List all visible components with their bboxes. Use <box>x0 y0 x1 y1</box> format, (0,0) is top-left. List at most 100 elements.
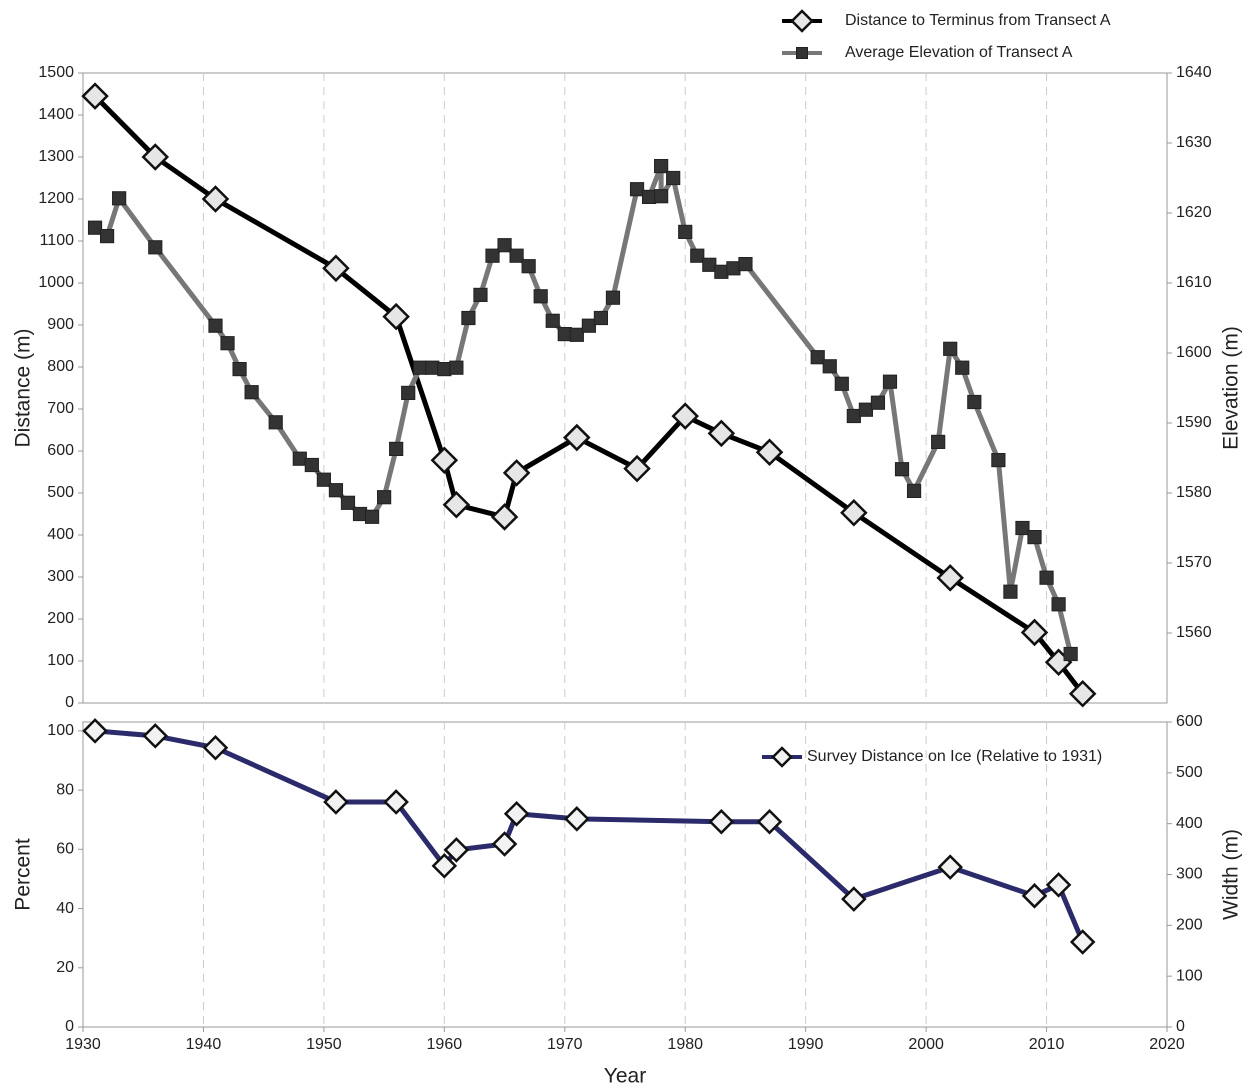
marker <box>208 318 223 333</box>
marker <box>557 327 572 342</box>
marker <box>201 185 230 213</box>
x-tick-label: 2020 <box>1149 1036 1185 1053</box>
legend-marker <box>771 746 793 768</box>
marker <box>858 402 873 417</box>
marker <box>437 362 452 377</box>
x-tick-label: 1970 <box>547 1036 583 1053</box>
marker <box>521 259 536 274</box>
y-tick-label: 300 <box>47 568 74 585</box>
marker <box>142 723 169 749</box>
marker <box>322 254 350 283</box>
y-tick-label: 200 <box>47 610 74 627</box>
marker <box>605 290 621 305</box>
y-tick-label: 900 <box>47 316 74 333</box>
y2-axis-title: Elevation (m) <box>1220 326 1243 450</box>
y-tick-label: 20 <box>56 959 74 976</box>
marker <box>654 159 669 174</box>
marker <box>202 734 229 761</box>
marker <box>352 506 368 522</box>
plot-frame <box>82 72 1168 704</box>
marker <box>304 457 319 473</box>
marker <box>569 327 584 342</box>
marker <box>755 438 784 467</box>
marker <box>323 789 349 815</box>
marker <box>112 191 127 206</box>
marker <box>707 419 736 448</box>
marker <box>244 385 259 400</box>
x-axis-title: Year <box>604 1065 646 1088</box>
y2-tick-label: 1610 <box>1176 274 1212 291</box>
marker <box>593 310 609 326</box>
y-tick-label: 700 <box>47 400 74 417</box>
marker <box>545 313 560 328</box>
y-tick-label: 100 <box>47 652 74 669</box>
marker <box>738 257 753 272</box>
y-tick-label: 80 <box>56 781 74 798</box>
marker <box>442 490 471 519</box>
marker <box>425 360 440 375</box>
marker <box>461 310 476 326</box>
marker <box>1045 872 1072 898</box>
marker <box>936 564 964 592</box>
x-tick-label: 1980 <box>667 1036 703 1053</box>
marker <box>82 718 108 744</box>
marker <box>473 287 488 302</box>
marker <box>431 853 458 879</box>
marker <box>906 483 922 498</box>
marker <box>443 837 470 863</box>
y2-tick-label: 400 <box>1176 815 1203 832</box>
marker <box>509 248 524 263</box>
marker <box>756 809 783 835</box>
y-tick-label: 40 <box>56 900 74 917</box>
marker <box>1020 618 1049 647</box>
line <box>93 94 1085 696</box>
marker <box>340 495 356 510</box>
marker <box>690 248 705 263</box>
y2-tick-label: 1640 <box>1176 64 1212 81</box>
marker <box>726 261 741 276</box>
x-tick-label: 2010 <box>1029 1036 1065 1053</box>
marker <box>87 220 103 235</box>
marker <box>708 809 735 835</box>
marker <box>943 341 958 356</box>
marker <box>581 318 596 333</box>
marker <box>268 415 283 430</box>
marker <box>497 238 512 253</box>
y2-axis-title: Width (m) <box>1220 829 1243 920</box>
marker <box>533 289 548 304</box>
marker <box>1051 597 1066 612</box>
y-tick-label: 500 <box>47 484 74 501</box>
marker <box>955 360 970 375</box>
marker <box>810 350 825 365</box>
marker <box>328 483 344 498</box>
y2-tick-label: 1560 <box>1176 624 1212 641</box>
marker <box>1015 520 1030 536</box>
x-tick-label: 1930 <box>65 1036 101 1053</box>
marker <box>1027 530 1042 545</box>
marker <box>894 462 910 477</box>
legend-marker <box>796 47 808 59</box>
y2-tick-label: 200 <box>1176 917 1203 934</box>
marker <box>503 801 530 827</box>
y2-tick-label: 1570 <box>1176 554 1212 571</box>
marker <box>666 170 681 186</box>
y-tick-label: 1000 <box>38 274 74 291</box>
y-tick-label: 0 <box>65 1018 74 1035</box>
x-tick-label: 1960 <box>427 1036 463 1053</box>
marker <box>292 451 307 466</box>
marker <box>449 360 464 375</box>
marker <box>1063 646 1078 662</box>
marker <box>937 854 963 880</box>
marker <box>502 459 531 487</box>
marker <box>1039 570 1054 585</box>
marker <box>232 362 247 377</box>
y2-tick-label: 600 <box>1176 713 1203 730</box>
marker <box>1069 929 1096 955</box>
marker <box>316 472 331 487</box>
marker <box>401 385 416 400</box>
y-tick-label: 1500 <box>38 64 74 81</box>
marker <box>654 189 669 204</box>
marker <box>840 498 868 527</box>
y2-tick-label: 300 <box>1176 866 1203 883</box>
